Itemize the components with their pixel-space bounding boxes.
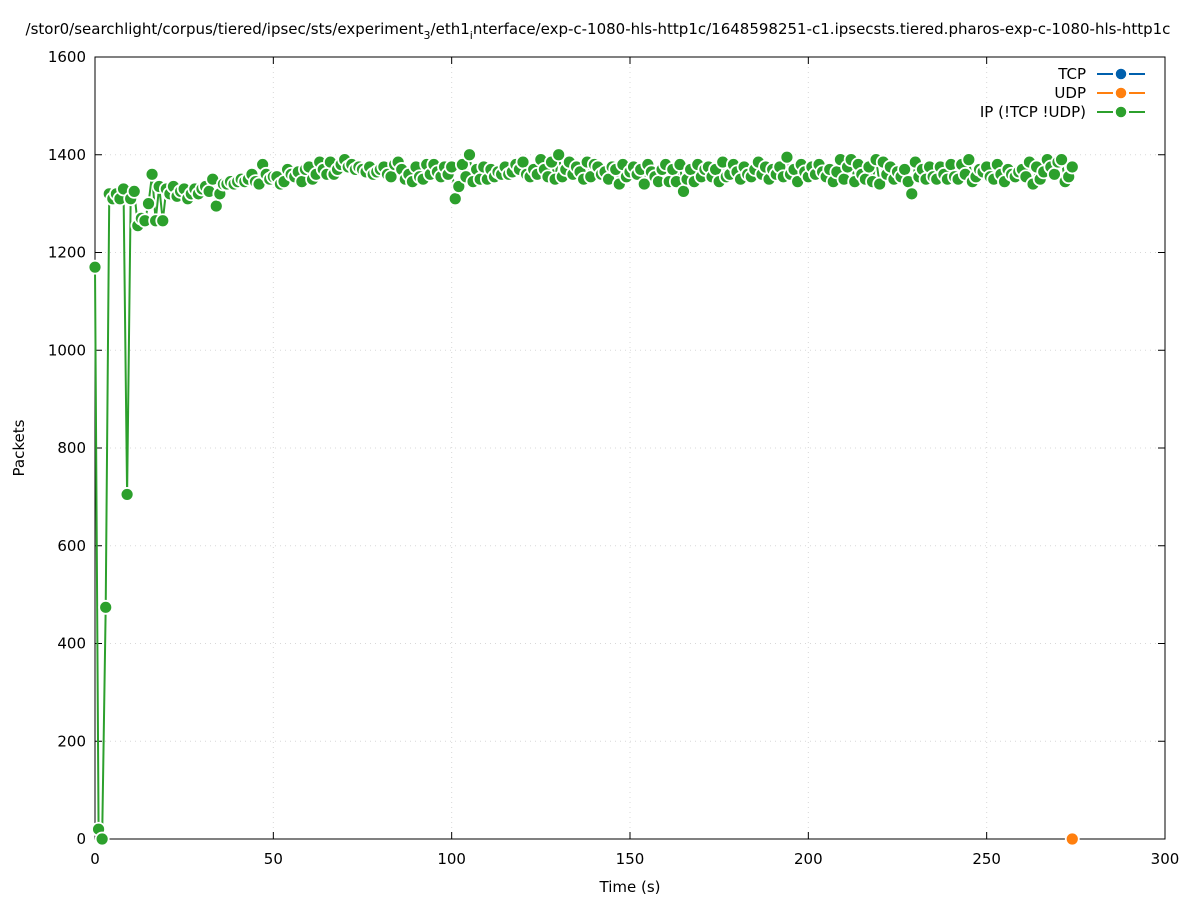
data-point bbox=[94, 831, 110, 847]
data-point bbox=[676, 184, 691, 199]
legend-item: TCP bbox=[1057, 65, 1145, 83]
data-point bbox=[98, 599, 114, 615]
x-tick-label: 0 bbox=[90, 850, 100, 868]
data-point bbox=[636, 176, 652, 192]
series bbox=[87, 147, 1080, 847]
y-tick-label: 0 bbox=[76, 830, 86, 848]
title-mid: /eth1 bbox=[431, 20, 470, 38]
data-point bbox=[126, 184, 142, 199]
chart-title: /stor0/searchlight/corpus/tiered/ipsec/s… bbox=[26, 20, 1171, 42]
data-point bbox=[141, 196, 156, 212]
x-tick-labels: 0 50 100 150 200 250 300 bbox=[90, 850, 1179, 868]
legend-marker bbox=[1114, 105, 1128, 119]
y-tick-label: 400 bbox=[57, 635, 86, 653]
series-1 bbox=[1064, 831, 1080, 847]
grid bbox=[95, 57, 1165, 839]
data-point bbox=[451, 179, 467, 194]
title-tail: nterface/exp-c-1080-hls-http1c/164859825… bbox=[473, 20, 1171, 38]
y-tick-label: 600 bbox=[57, 537, 86, 555]
x-tick-label: 50 bbox=[264, 850, 283, 868]
legend-label: IP (!TCP !UDP) bbox=[980, 103, 1086, 121]
data-point bbox=[155, 213, 171, 229]
title-subscript-1: 3 bbox=[424, 29, 431, 42]
y-tick-label: 1200 bbox=[48, 244, 86, 262]
x-tick-label: 200 bbox=[794, 850, 823, 868]
axis-ticks bbox=[94, 56, 1166, 840]
x-tick-label: 250 bbox=[972, 850, 1001, 868]
data-point bbox=[462, 147, 477, 163]
x-axis-label: Time (s) bbox=[599, 878, 661, 896]
data-point bbox=[119, 487, 135, 502]
data-point bbox=[904, 186, 920, 202]
series-line bbox=[94, 154, 1074, 840]
y-tick-label: 1000 bbox=[48, 341, 86, 359]
title-subscript-2: i bbox=[470, 29, 473, 42]
legend-item: UDP bbox=[1054, 84, 1145, 102]
legend-marker bbox=[1114, 67, 1128, 81]
data-point bbox=[144, 166, 160, 182]
legend-item: IP (!TCP !UDP) bbox=[980, 103, 1145, 121]
x-tick-label: 150 bbox=[616, 850, 645, 868]
data-point bbox=[87, 259, 103, 275]
legend-label: UDP bbox=[1054, 84, 1086, 102]
y-tick-label: 800 bbox=[57, 439, 86, 457]
data-point bbox=[872, 176, 888, 192]
y-tick-label: 1400 bbox=[48, 146, 86, 164]
legend-marker bbox=[1114, 86, 1128, 100]
y-tick-labels: 0 200 400 600 800 1000 1200 1400 1600 bbox=[48, 48, 86, 848]
x-tick-label: 300 bbox=[1151, 850, 1180, 868]
data-point bbox=[1064, 831, 1080, 847]
x-tick-label: 100 bbox=[437, 850, 466, 868]
data-point bbox=[1064, 159, 1080, 175]
data-point bbox=[961, 152, 977, 168]
data-point bbox=[551, 147, 567, 163]
y-tick-label: 1600 bbox=[48, 48, 86, 66]
series-2 bbox=[87, 147, 1080, 847]
data-point bbox=[779, 149, 795, 165]
data-point bbox=[208, 198, 224, 214]
data-point bbox=[1054, 152, 1069, 168]
data-point bbox=[447, 191, 463, 207]
y-axis-label: Packets bbox=[10, 419, 28, 476]
legend-label: TCP bbox=[1057, 65, 1086, 83]
y-tick-label: 200 bbox=[57, 732, 86, 750]
